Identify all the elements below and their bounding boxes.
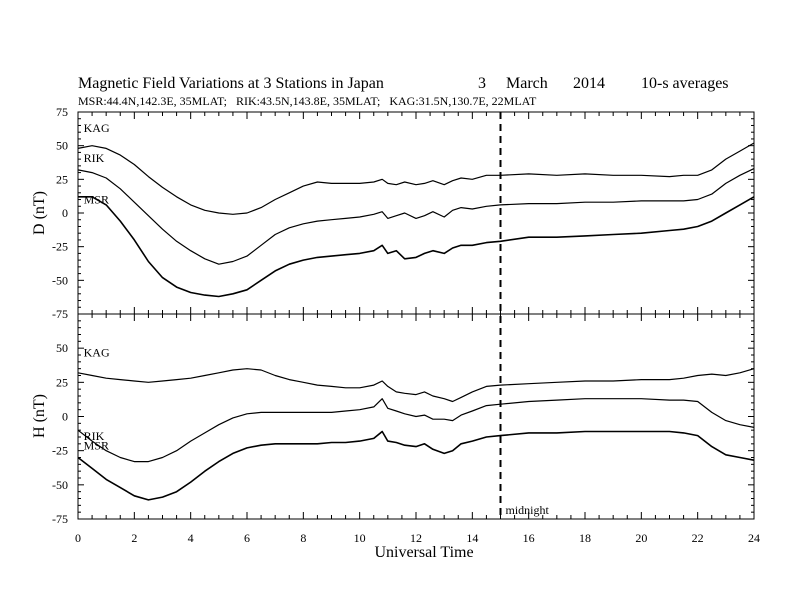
y-tick-label: -75 bbox=[52, 307, 68, 321]
x-tick-label: 18 bbox=[579, 531, 591, 545]
station-info: MSR:44.4N,142.3E, 35MLAT; RIK:43.5N,143.… bbox=[78, 94, 537, 108]
y-tick-label: -25 bbox=[52, 444, 68, 458]
station-label-rik: RIK bbox=[84, 151, 105, 165]
x-tick-label: 0 bbox=[75, 531, 81, 545]
station-label-kag: KAG bbox=[84, 121, 110, 135]
x-tick-label: 20 bbox=[635, 531, 647, 545]
date-day: 3 bbox=[478, 75, 486, 92]
x-tick-label: 14 bbox=[466, 531, 478, 545]
series-layer bbox=[77, 142, 755, 501]
y-tick-label: -25 bbox=[52, 240, 68, 254]
station-label-kag: KAG bbox=[84, 345, 110, 359]
station-label-rik: RIK bbox=[84, 429, 105, 443]
date-month: March bbox=[506, 75, 548, 92]
x-tick-label: 16 bbox=[523, 531, 535, 545]
y-tick-label: 75 bbox=[56, 105, 68, 119]
x-tick-label: 6 bbox=[244, 531, 250, 545]
y-tick-label: 0 bbox=[62, 206, 68, 220]
y-tick-label: -50 bbox=[52, 478, 68, 492]
series-line-d-rik bbox=[77, 168, 755, 265]
panel-d-frame bbox=[77, 111, 755, 315]
y-tick-label: -50 bbox=[52, 273, 68, 287]
axes-layer bbox=[77, 111, 755, 520]
x-tick-label: 24 bbox=[748, 531, 760, 545]
y-tick-label: 25 bbox=[56, 375, 68, 389]
x-tick-label: 12 bbox=[410, 531, 422, 545]
series-line-h-msr bbox=[77, 430, 755, 501]
x-tick-label: 2 bbox=[131, 531, 137, 545]
x-tick-label: 4 bbox=[188, 531, 194, 545]
x-tick-label: 10 bbox=[354, 531, 366, 545]
date-year: 2014 bbox=[573, 75, 605, 92]
x-tick-label: 8 bbox=[300, 531, 306, 545]
y-tick-label: 0 bbox=[62, 410, 68, 424]
series-line-d-msr bbox=[78, 196, 755, 298]
h-axis-title: H (nT) bbox=[31, 394, 48, 438]
y-tick-label: 25 bbox=[56, 172, 68, 186]
averaging-label: 10-s averages bbox=[641, 75, 729, 92]
midnight-label: midnight bbox=[506, 503, 550, 517]
station-label-msr: MSR bbox=[84, 438, 109, 452]
y-tick-label: 50 bbox=[56, 341, 68, 355]
d-axis-title: D (nT) bbox=[31, 191, 48, 235]
chart-title: Magnetic Field Variations at 3 Stations … bbox=[78, 75, 384, 92]
y-tick-label: 50 bbox=[56, 139, 68, 153]
x-axis-title: Universal Time bbox=[374, 544, 473, 561]
station-label-msr: MSR bbox=[84, 193, 109, 207]
series-line-h-rik bbox=[77, 398, 755, 463]
series-line-d-kag bbox=[77, 142, 755, 215]
series-line-h-kag bbox=[77, 368, 755, 403]
y-tick-label: -75 bbox=[52, 512, 68, 526]
labels-layer: 7550250-25-50-75KAGRIKMSR50250-25-50-75K… bbox=[52, 105, 760, 545]
x-tick-label: 22 bbox=[692, 531, 704, 545]
